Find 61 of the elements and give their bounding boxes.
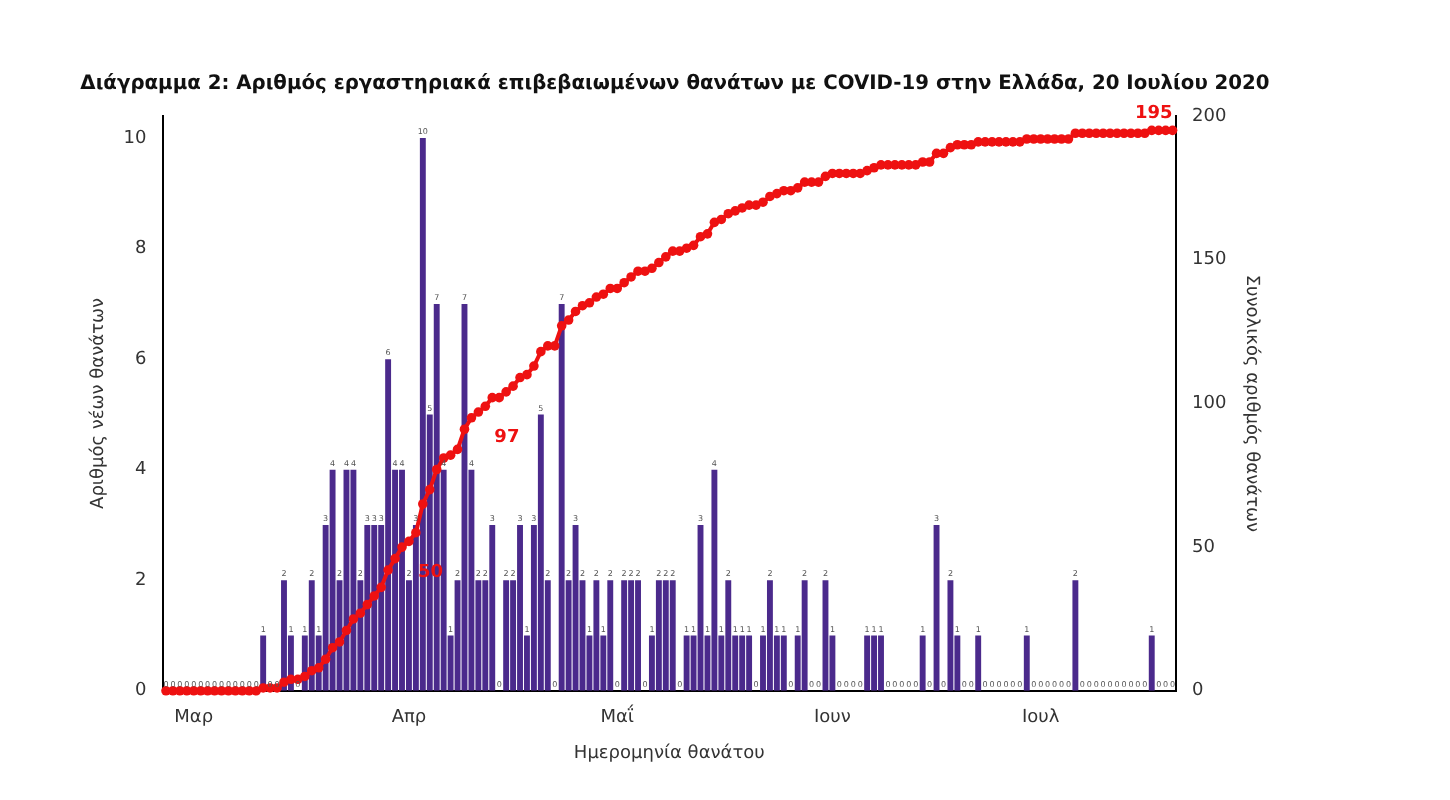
- bar: [399, 469, 405, 691]
- y2-tick-label: 0: [1192, 681, 1205, 702]
- x-tick-label: Μαΐ: [600, 704, 634, 729]
- bar: [655, 580, 662, 691]
- bar: [662, 580, 669, 691]
- y2-tick-label: 150: [1192, 250, 1227, 271]
- bar: [350, 469, 357, 691]
- data-label: 195: [1134, 104, 1173, 125]
- bar: [281, 580, 287, 691]
- y-tick-label: 0: [135, 681, 148, 702]
- x-tick-label: Απρ: [391, 708, 427, 729]
- chart-title: Διάγραμμα 2: Αριθμός εργαστηριακά επιβεβαιωμένων θανάτων με COVID-19 στην Ελλάδα, 20 Ιουλίου 2020: [80, 73, 1270, 96]
- bar: [558, 303, 565, 691]
- bar: [766, 580, 773, 691]
- bar: [635, 580, 641, 691]
- x-tick-label: Ιουλ: [1021, 708, 1061, 729]
- bar: [725, 580, 732, 691]
- bar: [628, 580, 635, 691]
- bar: [364, 524, 371, 691]
- x-tick-label: Ιουν: [814, 708, 851, 729]
- bar: [371, 524, 378, 691]
- x-axis-title: Ημερομηνία θανάτου: [573, 741, 765, 764]
- y2-tick-label: 200: [1192, 106, 1227, 127]
- y2-axis-title: Συνολικός αριθμός θανάτων: [1240, 274, 1263, 533]
- bar: [919, 635, 926, 691]
- bar: [537, 414, 544, 691]
- y-tick-label: 4: [135, 460, 148, 481]
- bar: [607, 580, 614, 691]
- bar: [621, 580, 628, 691]
- bar: [780, 635, 787, 691]
- bar: [593, 580, 600, 691]
- bar: [308, 580, 315, 691]
- bar: [517, 524, 523, 691]
- bar: [878, 635, 884, 691]
- bar: [329, 469, 336, 691]
- data-label: 97: [494, 427, 520, 448]
- x-tick-label: Μαρ: [174, 708, 214, 729]
- bar: [871, 635, 878, 691]
- y2-tick-label: 50: [1192, 537, 1216, 558]
- bar: [489, 524, 496, 691]
- bar: [975, 635, 982, 691]
- bar: [801, 580, 808, 691]
- y-tick-label: 6: [135, 349, 148, 370]
- bar: [572, 524, 579, 691]
- bar: [746, 635, 753, 691]
- y-tick-label: 8: [135, 239, 148, 260]
- bar: [864, 635, 871, 691]
- bar: [503, 580, 510, 691]
- bar: [1072, 580, 1079, 691]
- bar: [947, 580, 954, 691]
- y2-tick-label: 100: [1192, 394, 1227, 415]
- bar: [1023, 635, 1030, 691]
- bar: [669, 580, 676, 691]
- bar: [739, 635, 746, 691]
- bar: [1148, 635, 1155, 691]
- y-axis-title: Αριθμός νέων θανάτων: [87, 297, 110, 509]
- bar: [711, 469, 718, 691]
- bar: [683, 635, 690, 691]
- bar: [385, 359, 392, 691]
- y-tick-label: 2: [135, 570, 147, 591]
- y-tick-label: 10: [123, 128, 148, 149]
